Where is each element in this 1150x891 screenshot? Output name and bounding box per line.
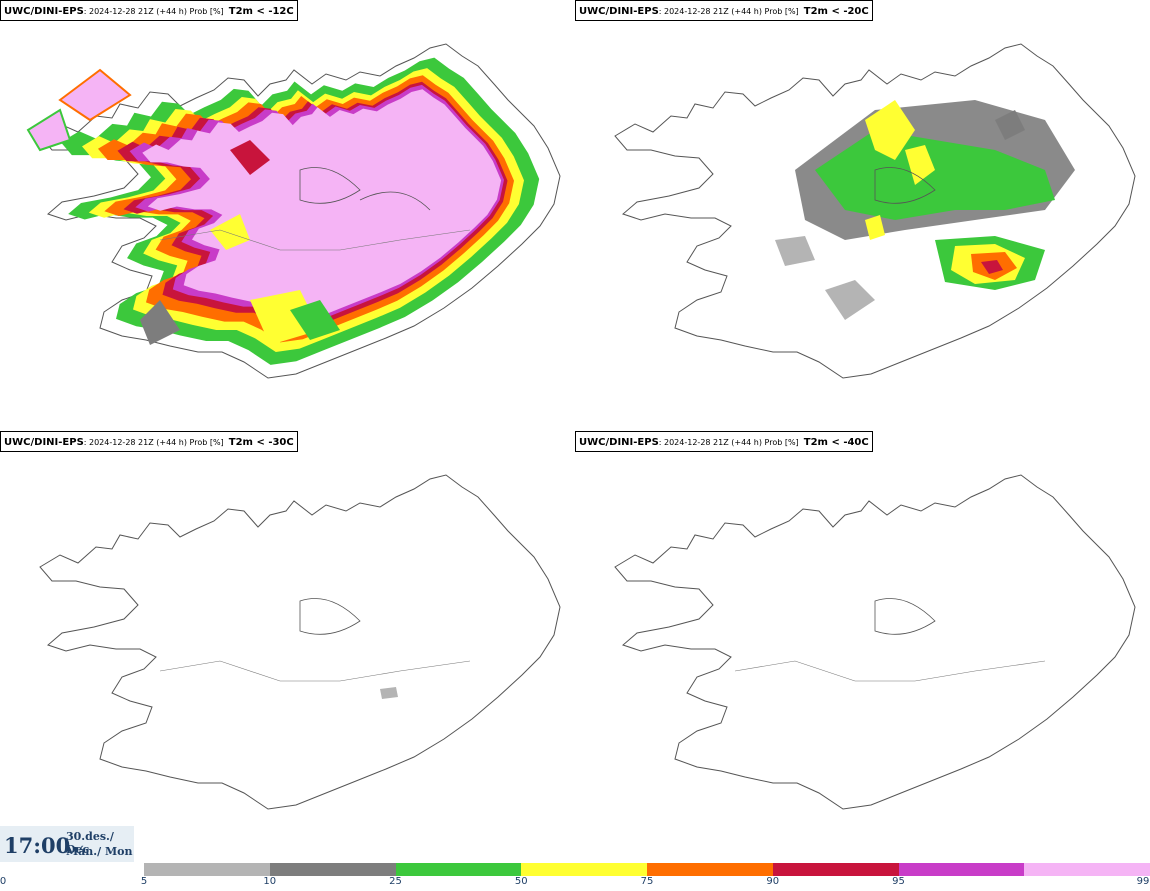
colorbar-segment (647, 863, 773, 876)
threshold-label: T2m < -30C (228, 437, 294, 448)
colorbar-tick-label: 0 (0, 876, 7, 887)
threshold-label: T2m < -20C (803, 6, 869, 17)
probability-map (39, 474, 561, 810)
colorbar-segment (898, 863, 1025, 876)
probability-map (614, 474, 1136, 810)
panel-title: UWC/DINI-EPS: 2024-12-28 21Z (+44 h) Pro… (575, 431, 873, 452)
model-name: UWC/DINI-EPS (4, 437, 84, 448)
run-info: : 2024-12-28 21Z (+44 h) Prob [%] (83, 438, 224, 447)
model-name: UWC/DINI-EPS (579, 6, 659, 17)
colorbar-segment (144, 863, 270, 876)
valid-time: 17:00 (4, 833, 71, 858)
colorbar-tick-label: 25 (389, 876, 402, 887)
run-info: : 2024-12-28 21Z (+44 h) Prob [%] (658, 7, 799, 16)
threshold-label: T2m < -40C (803, 437, 869, 448)
run-info: : 2024-12-28 21Z (+44 h) Prob [%] (658, 438, 799, 447)
colorbar-tick-label: 90 (766, 876, 780, 887)
map-panel-minus12: UWC/DINI-EPS: 2024-12-28 21Z (+44 h) Pro… (0, 0, 575, 431)
map-panel-minus30: UWC/DINI-EPS: 2024-12-28 21Z (+44 h) Pro… (0, 431, 575, 862)
probability-map (614, 43, 1136, 379)
probability-map (26, 43, 561, 379)
panel-title: UWC/DINI-EPS: 2024-12-28 21Z (+44 h) Pro… (0, 0, 298, 21)
colorbar-segment (521, 863, 647, 876)
colorbar-segment (772, 863, 899, 876)
panel-title: UWC/DINI-EPS: 2024-12-28 21Z (+44 h) Pro… (0, 431, 298, 452)
model-name: UWC/DINI-EPS (4, 6, 84, 17)
valid-time-box: 17:00 30.des./ Dec Mán./ Mon (0, 826, 134, 862)
valid-day: Mán./ Mon (66, 845, 133, 858)
colorbar-tick-label: 95 (892, 876, 905, 887)
colorbar-tick-label: 50 (514, 876, 528, 887)
colorbar-tick-label: 99 (1136, 876, 1150, 887)
colorbar-segment (395, 863, 522, 876)
valid-date: 30.des./ Dec (66, 830, 114, 856)
colorbar-tick-label: 10 (263, 876, 277, 887)
threshold-label: T2m < -12C (228, 6, 294, 17)
run-info: : 2024-12-28 21Z (+44 h) Prob [%] (83, 7, 224, 16)
model-name: UWC/DINI-EPS (579, 437, 659, 448)
colorbar-tick-label: 5 (140, 876, 148, 887)
probability-colorbar (144, 863, 1150, 876)
colorbar-tick-label: 75 (640, 876, 654, 887)
map-panel-minus40: UWC/DINI-EPS: 2024-12-28 21Z (+44 h) Pro… (575, 431, 1150, 862)
colorbar-segment (269, 863, 396, 876)
map-panel-minus20: UWC/DINI-EPS: 2024-12-28 21Z (+44 h) Pro… (575, 0, 1150, 431)
panel-title: UWC/DINI-EPS: 2024-12-28 21Z (+44 h) Pro… (575, 0, 873, 21)
colorbar-segment (1024, 863, 1150, 876)
